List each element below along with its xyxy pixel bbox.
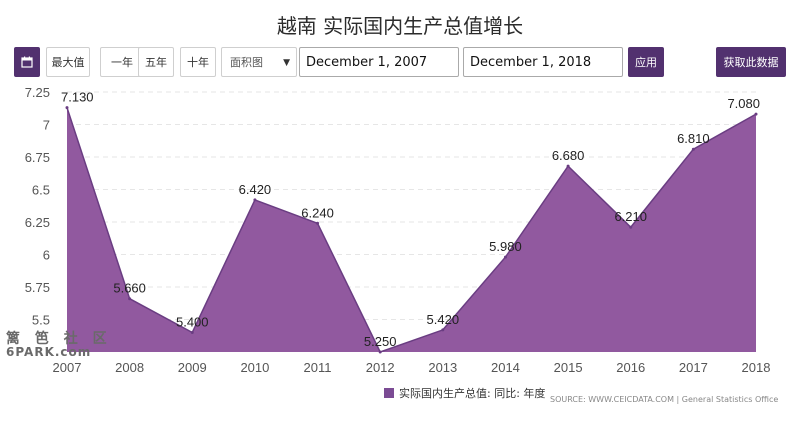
chevron-down-icon: ▼ [283,58,290,68]
calendar-button[interactable] [14,47,40,77]
data-label: 6.810 [677,131,710,146]
range-1y-button[interactable]: 一年 [100,47,144,77]
y-tick-label: 6 [43,248,50,263]
apply-button[interactable]: 应用 [628,47,664,77]
area-chart: 5.5 5.75 6 6.25 6.5 6.75 7 7.25 2007 2008 2009 201… [25,85,771,375]
data-label: 5.400 [176,315,209,330]
source-credit: SOURCE: WWW.CEICDATA.COM | General Stati… [550,395,779,404]
x-tick-label: 2015 [554,360,583,375]
x-tick-label: 2013 [428,360,457,375]
x-axis: 2007 2008 2009 2010 2011 2012 2013 2014 2015 2016… [53,360,771,375]
legend-swatch [384,388,394,398]
data-label: 5.250 [364,334,397,349]
grid-lines [67,91,756,320]
watermark-line2: 6PARK.com [6,345,92,359]
y-tick-label: 7 [43,118,50,133]
data-label: 7.080 [727,96,760,111]
series-line [66,107,757,353]
y-tick-label: 6.25 [25,215,50,230]
data-point[interactable] [566,164,570,168]
data-label: 6.680 [552,148,585,163]
data-label: 6.210 [614,209,647,224]
range-max-button[interactable]: 最大值 [46,47,90,77]
data-label: 6.240 [301,205,334,220]
x-tick-label: 2018 [742,360,771,375]
data-point[interactable] [65,106,69,110]
x-tick-label: 2010 [240,360,269,375]
start-date-input[interactable]: December 1, 2007 [299,47,459,77]
data-point[interactable] [378,350,382,354]
data-point[interactable] [190,331,194,334]
range-5y-button[interactable]: 五年 [138,47,174,77]
calendar-icon [21,56,33,68]
data-point[interactable] [253,198,257,202]
chart-type-select[interactable]: 面积图 ▼ [221,47,297,77]
y-tick-label: 5.75 [25,280,50,295]
data-label: 5.660 [113,281,146,296]
chart-title: 越南 实际国内生产总值增长 [276,14,524,38]
x-tick-label: 2008 [115,360,144,375]
data-point[interactable] [316,221,320,225]
get-data-button[interactable]: 获取此数据 [716,47,786,77]
range-10y-button[interactable]: 十年 [180,47,216,77]
chart-type-value: 面积图 [230,56,263,69]
x-tick-label: 2011 [304,360,332,375]
x-tick-label: 2016 [616,360,645,375]
y-tick-label: 6.75 [25,150,50,165]
data-point[interactable] [754,112,758,116]
data-point[interactable] [629,225,633,229]
watermark-line1: 篱 笆 社 区 [6,331,112,347]
x-tick-label: 2009 [178,360,207,375]
watermark-logo: 篱 笆 社 区 6PARK.com [6,332,112,358]
x-tick-label: 2017 [679,360,708,375]
data-label: 7.130 [61,90,94,105]
series-area [65,106,758,354]
y-tick-label: 7.25 [25,85,50,100]
legend-label: 实际国内生产总值: 同比: 年度 [399,387,546,400]
data-label: 5.420 [427,312,460,327]
y-tick-label: 6.5 [32,183,50,198]
x-tick-label: 2014 [491,360,520,375]
area-fill [67,107,756,352]
y-tick-label: 5.5 [32,313,50,328]
y-axis: 5.5 5.75 6 6.25 6.5 6.75 7 7.25 [25,85,50,328]
data-label: 6.420 [239,182,272,197]
data-labels: 7.130 5.660 5.400 6.420 6.240 5.250 5.420 5.980… [61,90,760,349]
x-tick-label: 2012 [366,360,395,375]
data-point[interactable] [128,297,132,301]
toolbar: 最大值 一年 五年 十年 面积图 ▼ December 1, 2007 Dece… [14,47,786,79]
data-label: 5.980 [489,239,522,254]
data-point[interactable] [441,328,445,332]
data-point[interactable] [503,255,507,259]
data-point[interactable] [691,147,695,151]
end-date-input[interactable]: December 1, 2018 [463,47,623,77]
legend[interactable]: 实际国内生产总值: 同比: 年度 [384,385,545,401]
x-tick-label: 2007 [53,360,82,375]
